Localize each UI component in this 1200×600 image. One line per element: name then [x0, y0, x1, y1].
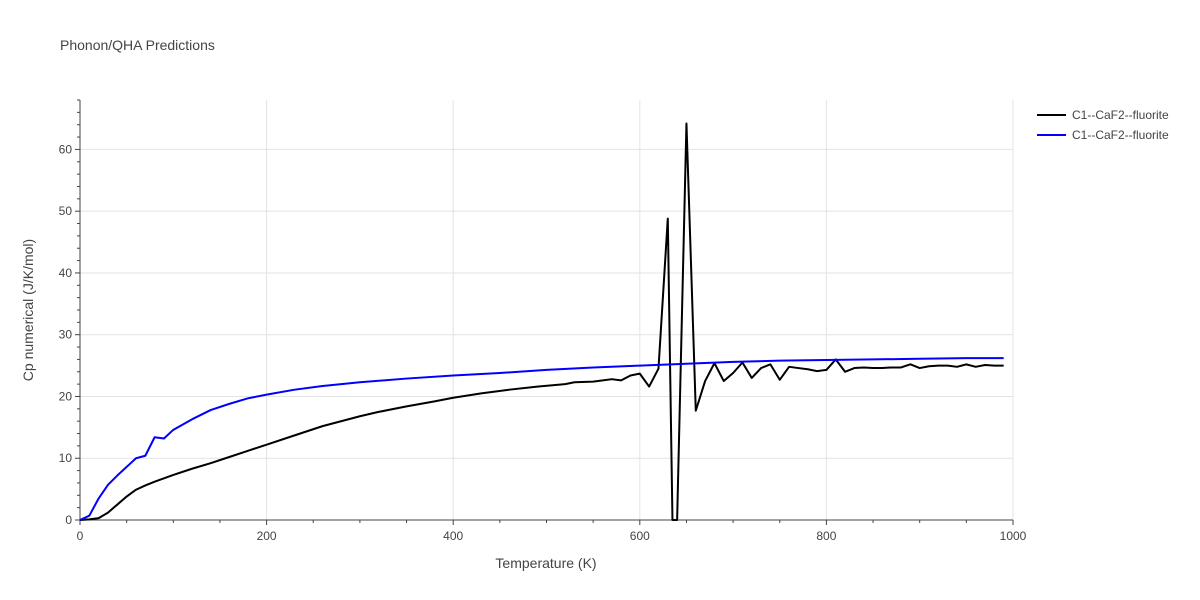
plot-area [79, 122, 1004, 521]
chart-title: Phonon/QHA Predictions [60, 37, 215, 53]
y-axis: 0 10 20 30 40 50 60 [59, 99, 81, 527]
legend-item-1[interactable]: C1--CaF2--fluorite [1037, 108, 1169, 122]
y-tick-label: 30 [59, 328, 73, 342]
x-tick-label: 600 [630, 529, 650, 543]
y-tick-label: 0 [65, 513, 72, 527]
y-tick-label: 20 [59, 389, 73, 403]
legend-item-2[interactable]: C1--CaF2--fluorite [1037, 128, 1169, 142]
y-axis-title: Cp numerical (J/K/mol) [20, 239, 36, 381]
legend-label: C1--CaF2--fluorite [1072, 128, 1169, 142]
x-tick-label: 800 [816, 529, 836, 543]
y-tick-label: 50 [59, 204, 73, 218]
grid [80, 100, 1014, 520]
x-axis-title: Temperature (K) [495, 555, 596, 571]
series-line-1 [79, 122, 1004, 521]
y-tick-label: 40 [59, 266, 73, 280]
x-tick-label: 1000 [1000, 529, 1027, 543]
x-axis: 0 200 400 600 800 1000 [77, 519, 1027, 543]
legend[interactable]: C1--CaF2--fluorite C1--CaF2--fluorite [1037, 108, 1169, 142]
y-tick-label: 10 [59, 451, 73, 465]
x-tick-label: 0 [77, 529, 84, 543]
y-tick-label: 60 [59, 142, 73, 156]
legend-label: C1--CaF2--fluorite [1072, 108, 1169, 122]
series-line-2 [79, 357, 1004, 521]
x-tick-label: 200 [257, 529, 277, 543]
x-tick-label: 400 [443, 529, 463, 543]
